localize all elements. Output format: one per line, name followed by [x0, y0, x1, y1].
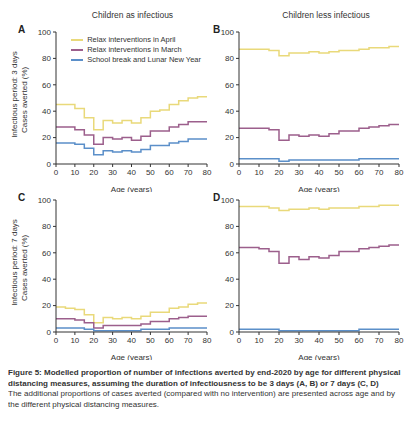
svg-text:50: 50 — [335, 336, 344, 345]
html-text:C: C — [18, 192, 26, 203]
svg-text:80: 80 — [42, 54, 51, 63]
svg-text:60: 60 — [225, 81, 234, 90]
svg-text:Cases averted (%): Cases averted (%) — [20, 66, 29, 133]
svg-text:100: 100 — [38, 196, 52, 205]
svg-text:80: 80 — [225, 222, 234, 231]
svg-text:0: 0 — [237, 336, 242, 345]
svg-text:0: 0 — [237, 168, 242, 177]
svg-text:10: 10 — [255, 168, 264, 177]
svg-text:30: 30 — [295, 336, 304, 345]
html-text:B: B — [213, 24, 221, 35]
svg-text:60: 60 — [42, 249, 51, 258]
svg-text:Age (years): Age (years) — [298, 185, 340, 192]
svg-text:80: 80 — [42, 222, 51, 231]
svg-text:70: 70 — [375, 336, 384, 345]
svg-text:Age (years): Age (years) — [111, 353, 153, 360]
svg-text:Age (years): Age (years) — [111, 185, 153, 192]
svg-text:30: 30 — [108, 336, 117, 345]
svg-text:100: 100 — [38, 28, 52, 37]
html-text:A: A — [18, 24, 26, 35]
svg-text:40: 40 — [225, 275, 234, 284]
svg-text:20: 20 — [42, 301, 51, 310]
html-text:Figure 5: Modelled proportion: Figure 5: Modelled proportion of number … — [8, 368, 401, 388]
svg-text:0: 0 — [230, 328, 235, 337]
svg-text:60: 60 — [355, 168, 364, 177]
svg-text:10: 10 — [70, 168, 79, 177]
svg-text:0: 0 — [230, 160, 235, 169]
svg-text:Cases averted (%): Cases averted (%) — [20, 234, 29, 301]
svg-text:30: 30 — [295, 168, 304, 177]
html-text:D: D — [213, 192, 221, 203]
svg-text:80: 80 — [225, 54, 234, 63]
svg-text:20: 20 — [275, 336, 284, 345]
svg-text:0: 0 — [54, 336, 59, 345]
svg-text:80: 80 — [395, 336, 404, 345]
html-text:Children as infectious: Children as infectious — [91, 10, 174, 20]
svg-text:20: 20 — [275, 168, 284, 177]
svg-text:40: 40 — [315, 336, 324, 345]
svg-text:70: 70 — [375, 168, 384, 177]
svg-text:40: 40 — [127, 168, 136, 177]
svg-text:40: 40 — [42, 275, 51, 284]
svg-text:20: 20 — [89, 336, 98, 345]
svg-text:0: 0 — [47, 160, 52, 169]
html-text:Infectious period: 7 days: Infectious period: 7 days — [9, 218, 19, 306]
svg-text:40: 40 — [42, 107, 51, 116]
svg-text:60: 60 — [165, 168, 174, 177]
svg-text:10: 10 — [70, 336, 79, 345]
svg-text:60: 60 — [355, 336, 364, 345]
svg-text:80: 80 — [203, 168, 212, 177]
svg-text:60: 60 — [225, 249, 234, 258]
svg-text:20: 20 — [225, 301, 234, 310]
svg-text:30: 30 — [108, 168, 117, 177]
svg-text:50: 50 — [146, 168, 155, 177]
html-text:School break and Lunar New Yea: School break and Lunar New Year — [87, 55, 201, 64]
svg-text:80: 80 — [203, 336, 212, 345]
html-text:Relax interventions in April: Relax interventions in April — [87, 35, 176, 44]
html-text:The additional proportions of: The additional proportions of cases aver… — [8, 389, 395, 409]
svg-text:70: 70 — [184, 336, 193, 345]
svg-text:0: 0 — [47, 328, 52, 337]
svg-text:70: 70 — [184, 168, 193, 177]
html-text:Relax interventions in March: Relax interventions in March — [87, 45, 182, 54]
svg-text:100: 100 — [221, 28, 235, 37]
svg-text:100: 100 — [221, 196, 235, 205]
html-text:Infectious period: 3 days: Infectious period: 3 days — [9, 50, 19, 138]
svg-text:60: 60 — [42, 81, 51, 90]
svg-text:20: 20 — [225, 133, 234, 142]
svg-text:0: 0 — [54, 168, 59, 177]
svg-text:20: 20 — [89, 168, 98, 177]
svg-text:60: 60 — [165, 336, 174, 345]
svg-text:40: 40 — [127, 336, 136, 345]
svg-text:40: 40 — [315, 168, 324, 177]
svg-text:10: 10 — [255, 336, 264, 345]
svg-text:50: 50 — [146, 336, 155, 345]
svg-text:40: 40 — [225, 107, 234, 116]
svg-text:Age (years): Age (years) — [298, 353, 340, 360]
svg-text:20: 20 — [42, 133, 51, 142]
svg-text:50: 50 — [335, 168, 344, 177]
svg-text:80: 80 — [395, 168, 404, 177]
html-text:Children less infectious: Children less infectious — [282, 10, 370, 20]
